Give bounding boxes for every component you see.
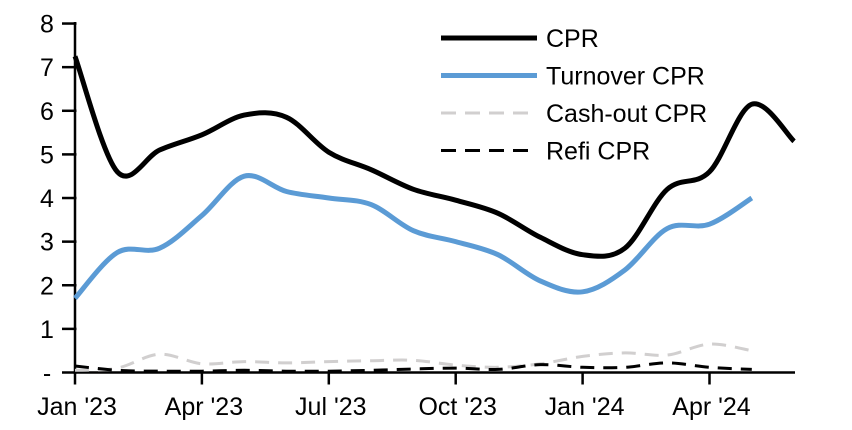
y-tick-label: 2 bbox=[40, 272, 54, 300]
legend-label-cpr: CPR bbox=[546, 25, 599, 53]
y-tick-label: 6 bbox=[40, 98, 54, 126]
series-line-cash-out-cpr bbox=[74, 342, 753, 372]
series-line-turnover-cpr bbox=[73, 173, 754, 300]
series-line-refi-cpr bbox=[74, 361, 752, 373]
x-tick-label: Apr '23 bbox=[165, 393, 243, 421]
y-tick-label: 8 bbox=[40, 11, 54, 39]
x-ticks: Jan '23 Apr '23 Jul '23 Oct '23 Jan '24 Apr '… bbox=[37, 372, 751, 421]
legend-label-cash-out-cpr: Cash-out CPR bbox=[546, 100, 707, 128]
x-tick-label: Oct '23 bbox=[418, 393, 496, 421]
x-tick-label: Jul '23 bbox=[295, 393, 366, 421]
y-tick-label: 5 bbox=[40, 141, 54, 169]
series-line-cpr bbox=[72, 55, 796, 259]
legend-item-cash-out-cpr: Cash-out CPR bbox=[441, 100, 707, 128]
y-tick-label: 7 bbox=[40, 54, 54, 82]
y-tick-label: 4 bbox=[40, 185, 54, 213]
y-tick-label: 1 bbox=[40, 316, 54, 344]
y-ticks: - 1 2 3 4 5 6 7 8 bbox=[40, 11, 77, 388]
legend-item-cpr: CPR bbox=[441, 25, 599, 53]
y-tick-label: 3 bbox=[40, 229, 54, 257]
x-tick-label: Apr '24 bbox=[672, 393, 751, 421]
y-tick-label: - bbox=[43, 360, 51, 388]
legend-label-turnover-cpr: Turnover CPR bbox=[546, 63, 705, 91]
legend-label-refi-cpr: Refi CPR bbox=[546, 138, 650, 166]
legend-item-refi-cpr: Refi CPR bbox=[441, 138, 650, 166]
x-tick-label: Jan '23 bbox=[37, 393, 117, 421]
x-tick-label: Jan '24 bbox=[545, 393, 625, 421]
legend: CPR Turnover CPR Cash-out CPR Refi CPR bbox=[441, 25, 707, 166]
legend-item-turnover-cpr: Turnover CPR bbox=[441, 63, 705, 91]
